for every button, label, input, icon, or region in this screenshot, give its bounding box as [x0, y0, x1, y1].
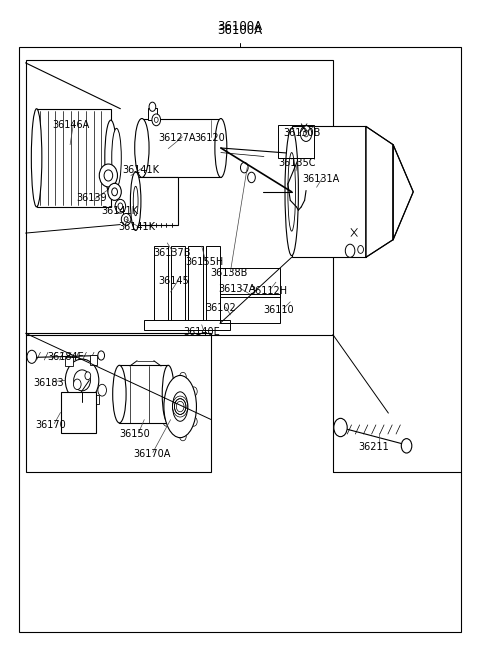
Circle shape — [152, 114, 160, 126]
Circle shape — [191, 387, 197, 396]
Polygon shape — [393, 145, 413, 239]
Circle shape — [163, 417, 170, 426]
Circle shape — [345, 244, 355, 257]
Bar — [65, 357, 73, 366]
Bar — [90, 356, 97, 365]
Ellipse shape — [133, 186, 138, 216]
Circle shape — [240, 163, 248, 173]
Text: 36140E: 36140E — [183, 327, 220, 337]
Text: 36138B: 36138B — [210, 268, 248, 278]
Text: 36141K: 36141K — [123, 165, 160, 174]
Ellipse shape — [172, 392, 188, 421]
Text: 36137B: 36137B — [153, 249, 191, 258]
Ellipse shape — [215, 119, 227, 177]
Text: 36170A: 36170A — [134, 449, 171, 459]
Ellipse shape — [288, 153, 296, 231]
Ellipse shape — [124, 216, 128, 222]
Text: 36155H: 36155H — [185, 257, 223, 267]
Text: 36141K: 36141K — [118, 222, 155, 232]
Bar — [220, 268, 280, 297]
Text: 36150: 36150 — [120, 429, 150, 439]
Bar — [154, 246, 168, 325]
Circle shape — [180, 432, 186, 441]
Bar — [25, 60, 333, 335]
Text: 36183: 36183 — [33, 378, 64, 388]
Text: 36110: 36110 — [263, 305, 294, 316]
Bar — [65, 395, 73, 404]
Ellipse shape — [121, 213, 131, 225]
Bar — [205, 246, 220, 325]
Ellipse shape — [285, 128, 299, 256]
Bar — [278, 125, 314, 158]
Bar — [144, 320, 230, 330]
Bar — [292, 127, 366, 257]
Text: 36130B: 36130B — [283, 128, 321, 138]
Bar — [188, 246, 203, 325]
Text: 36100A: 36100A — [217, 20, 263, 33]
Bar — [36, 109, 111, 207]
Bar — [60, 392, 96, 433]
Bar — [91, 395, 99, 404]
Ellipse shape — [115, 199, 126, 213]
Ellipse shape — [131, 172, 141, 230]
Text: 36184E: 36184E — [48, 352, 84, 363]
Circle shape — [401, 439, 412, 453]
Text: 36145: 36145 — [158, 276, 190, 286]
Ellipse shape — [113, 365, 126, 423]
Circle shape — [98, 351, 105, 360]
Circle shape — [180, 373, 186, 382]
Text: 36139: 36139 — [76, 194, 107, 203]
Text: 36120: 36120 — [194, 133, 225, 143]
Text: 36211: 36211 — [359, 442, 389, 452]
Circle shape — [248, 173, 255, 182]
Ellipse shape — [164, 375, 196, 438]
Text: 36112H: 36112H — [250, 286, 288, 297]
Circle shape — [334, 419, 347, 437]
Circle shape — [358, 245, 363, 253]
Text: 36146A: 36146A — [52, 120, 90, 130]
Bar — [19, 47, 461, 632]
Text: 36102: 36102 — [205, 303, 236, 314]
Circle shape — [98, 384, 107, 396]
Circle shape — [149, 102, 156, 112]
Ellipse shape — [65, 359, 99, 401]
Ellipse shape — [118, 203, 123, 209]
Circle shape — [85, 372, 91, 380]
Ellipse shape — [105, 120, 117, 195]
Ellipse shape — [31, 109, 42, 207]
Ellipse shape — [104, 170, 113, 181]
Bar — [137, 177, 178, 224]
Circle shape — [174, 399, 186, 415]
Bar — [25, 333, 211, 472]
Circle shape — [191, 417, 197, 426]
Bar — [220, 294, 280, 323]
Text: 36131A: 36131A — [302, 174, 339, 184]
Ellipse shape — [135, 119, 149, 177]
Text: 36170: 36170 — [35, 420, 66, 430]
Bar — [120, 365, 168, 423]
Ellipse shape — [99, 164, 118, 187]
Polygon shape — [366, 127, 393, 257]
Ellipse shape — [112, 129, 121, 187]
Bar — [148, 108, 157, 120]
Bar — [142, 119, 221, 177]
Text: 36127A: 36127A — [158, 133, 196, 143]
Circle shape — [300, 126, 312, 142]
Ellipse shape — [162, 365, 174, 423]
Text: 36137A: 36137A — [218, 285, 255, 295]
Text: 36135C: 36135C — [278, 158, 316, 168]
Ellipse shape — [74, 370, 90, 391]
Ellipse shape — [108, 183, 121, 200]
Bar — [171, 246, 185, 325]
Text: 36141K: 36141K — [101, 207, 138, 216]
Ellipse shape — [112, 188, 118, 195]
Text: 36100A: 36100A — [217, 24, 263, 37]
Circle shape — [73, 379, 81, 390]
Circle shape — [163, 387, 170, 396]
Circle shape — [27, 350, 36, 363]
